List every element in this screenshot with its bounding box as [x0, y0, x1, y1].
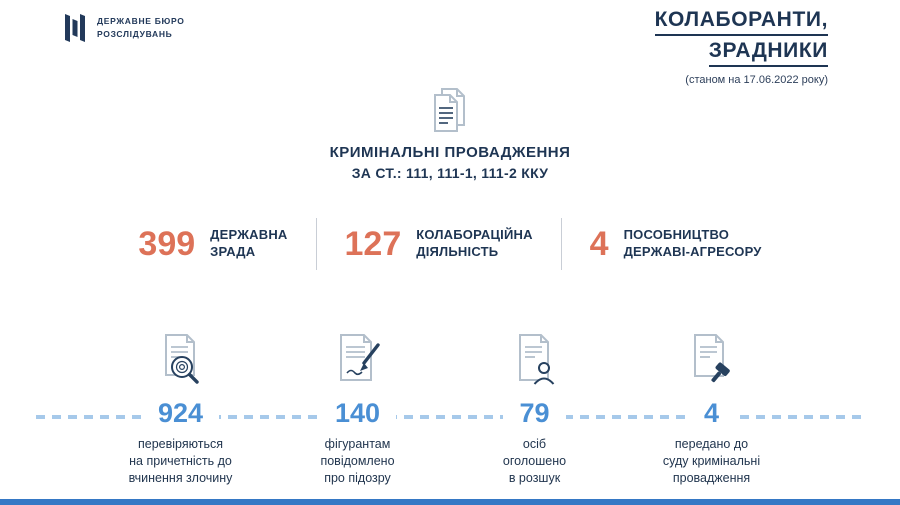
page-title-line1: КОЛАБОРАНТИ, — [654, 8, 828, 37]
main-heading-line2: ЗА СТ.: 111, 111-1, 111-2 ККУ — [351, 165, 549, 181]
dbr-logo-text: ДЕРЖАВНЕ БЮРО РОЗСЛІДУВАНЬ — [97, 15, 185, 41]
document-person-icon — [446, 328, 623, 388]
stat-treason-label: ДЕРЖАВНА ЗРАДА — [210, 227, 288, 259]
timeline-label-wanted: осіб оголошено в розшук — [502, 437, 567, 485]
page-title-line2: ЗРАДНИКИ — [708, 39, 828, 68]
timeline-value-wanted: 79 — [503, 396, 566, 431]
main-heading-line1: КРИМІНАЛЬНІ ПРОВАДЖЕННЯ — [329, 144, 571, 161]
stat-collaboration-label: КОЛАБОРАЦІЙНА ДІЯЛЬНІСТЬ — [416, 227, 533, 259]
timeline-label-court: передано до суду кримінальні провадження — [662, 437, 761, 485]
stat-aiding-aggressor-label: ПОСОБНИЦТВО ДЕРЖАВІ-АГРЕСОРУ — [623, 227, 762, 259]
dbr-logo: ДЕРЖАВНЕ БЮРО РОЗСЛІДУВАНЬ — [62, 12, 185, 44]
timeline-connector — [36, 415, 864, 419]
stat-treason-value: 399 — [138, 224, 196, 263]
title-block: КОЛАБОРАНТИ, ЗРАДНИКИ (станом на 17.06.2… — [654, 8, 828, 87]
stat-collaboration: 127 КОЛАБОРАЦІЙНА ДІЯЛЬНІСТЬ — [317, 225, 561, 264]
document-gavel-icon — [623, 328, 800, 388]
timeline-item-notified: 140 фігурантам повідомлено про підозру — [269, 328, 446, 487]
timeline-row: 924 перевіряються на причетність до вчин… — [92, 328, 800, 487]
documents-stack-icon — [0, 86, 900, 136]
stat-aiding-aggressor: 4 ПОСОБНИЦТВО ДЕРЖАВІ-АГРЕСОРУ — [562, 225, 790, 264]
stats-divider — [315, 218, 317, 270]
timeline-item-court: 4 передано до суду кримінальні проваджен… — [623, 328, 800, 487]
center-heading-group: КРИМІНАЛЬНІ ПРОВАДЖЕННЯ ЗА СТ.: 111, 111… — [0, 86, 900, 181]
stat-aiding-aggressor-value: 4 — [589, 224, 609, 263]
document-pen-icon — [269, 328, 446, 388]
dbr-logo-icon — [62, 12, 88, 44]
logo-line1: ДЕРЖАВНЕ БЮРО — [97, 15, 185, 26]
timeline-value-checked: 924 — [141, 396, 220, 431]
timeline-item-checked: 924 перевіряються на причетність до вчин… — [92, 328, 269, 487]
stat-collaboration-value: 127 — [344, 224, 402, 263]
stats-divider — [560, 218, 562, 270]
timeline-label-checked: перевіряються на причетність до вчинення… — [128, 437, 233, 485]
stats-row: 399 ДЕРЖАВНА ЗРАДА 127 КОЛАБОРАЦІЙНА ДІЯ… — [0, 218, 900, 270]
stat-treason: 399 ДЕРЖАВНА ЗРАДА — [110, 225, 315, 264]
document-magnifier-icon — [92, 328, 269, 388]
timeline-value-court: 4 — [687, 396, 736, 431]
timeline-value-notified: 140 — [318, 396, 397, 431]
timeline-item-wanted: 79 осіб оголошено в розшук — [446, 328, 623, 487]
timeline-label-notified: фігурантам повідомлено про підозру — [320, 437, 395, 485]
bottom-accent-bar — [0, 499, 900, 505]
logo-line2: РОЗСЛІДУВАНЬ — [97, 29, 173, 39]
page-subtitle: (станом на 17.06.2022 року) — [685, 74, 828, 87]
